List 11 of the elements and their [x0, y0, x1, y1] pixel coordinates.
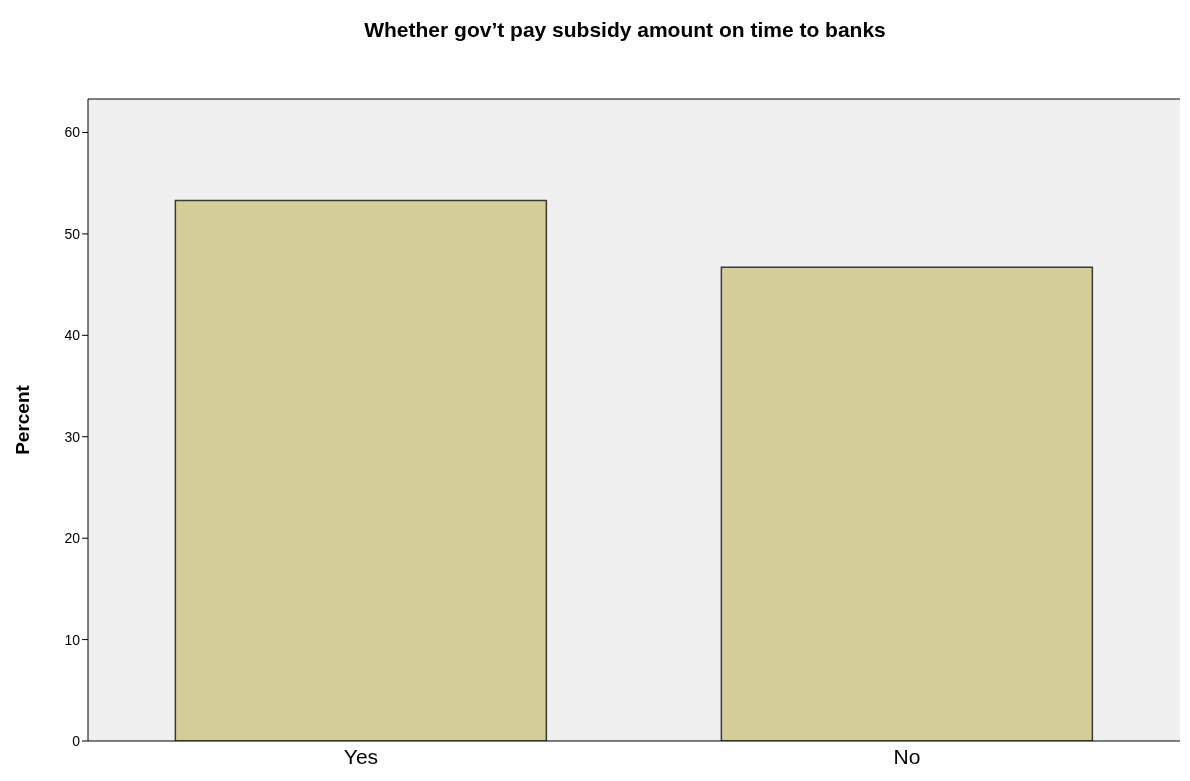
y-tick-label: 30 — [64, 428, 81, 445]
y-tick-label: 40 — [64, 327, 81, 344]
chart-title: Whether gov’t pay subsidy amount on time to banks — [363, 17, 887, 43]
x-tick-label: Yes — [343, 744, 379, 768]
y-tick-label: 20 — [64, 530, 81, 547]
x-tick-label: No — [893, 744, 921, 768]
y-axis-title: Percent — [11, 384, 33, 455]
y-tick-label: 50 — [64, 225, 81, 242]
y-tick-label: 10 — [64, 631, 81, 648]
y-tick-label: 60 — [64, 124, 81, 141]
y-tick-label: 0 — [72, 732, 81, 749]
